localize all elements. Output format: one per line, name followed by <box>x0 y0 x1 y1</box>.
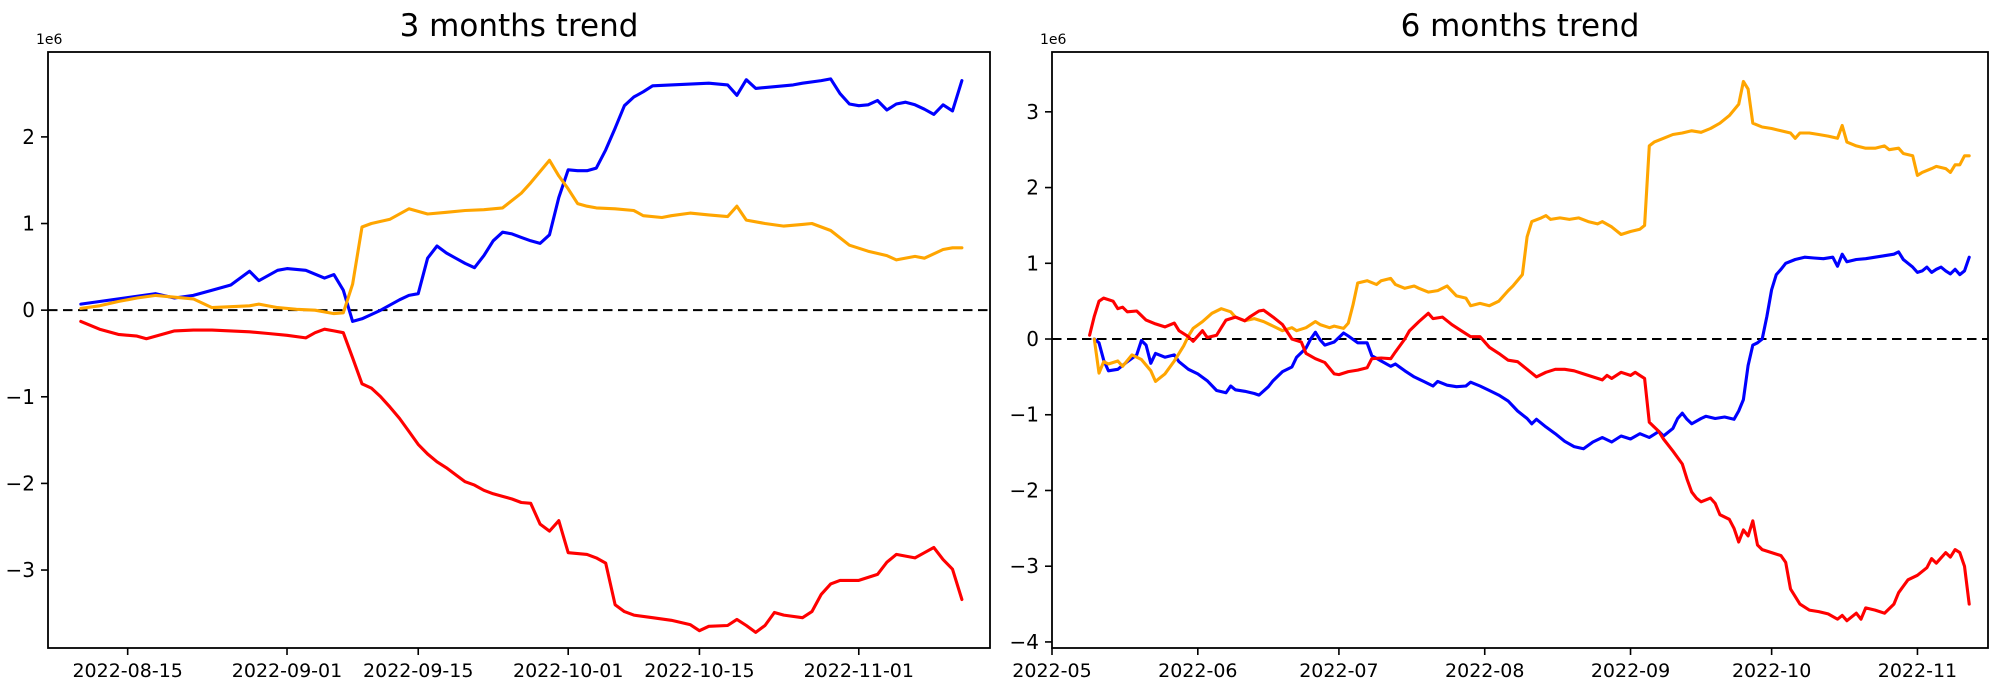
y-tick-label: 2 <box>22 125 35 149</box>
y-tick-label: 3 <box>1026 100 1039 124</box>
chart-title: 6 months trend <box>1401 8 1640 44</box>
y-tick-label: −1 <box>1010 403 1039 427</box>
y-tick-label: −3 <box>6 558 35 582</box>
x-tick-label: 2022-09-15 <box>363 660 473 682</box>
axis-offset-label: 1e6 <box>36 32 63 48</box>
x-tick-label: 2022-10 <box>1732 660 1811 682</box>
x-tick-label: 2022-06 <box>1158 660 1237 682</box>
chart-3-months-trend: 2022-08-15 2022-09-01 2022-09-15 2022-10-01… <box>6 8 991 682</box>
series-line-orange <box>1092 79 1971 383</box>
y-tick-label: −2 <box>6 471 35 495</box>
x-tick-label: 2022-05 <box>1012 660 1091 682</box>
y-tick-label: 0 <box>22 298 35 322</box>
x-tick-label: 2022-10-01 <box>513 660 623 682</box>
chart-title: 3 months trend <box>400 8 639 44</box>
y-tick-label: −2 <box>1010 478 1039 502</box>
axes-spines <box>47 51 991 649</box>
x-tick-label: 2022-08 <box>1445 660 1524 682</box>
x-tick-label: 2022-10-15 <box>644 660 754 682</box>
x-tick-label: 2022-09-01 <box>232 660 342 682</box>
axes-spines <box>1051 51 1989 649</box>
y-tick-label: −1 <box>6 385 35 409</box>
x-tick-label: 2022-09 <box>1591 660 1670 682</box>
series-line-orange <box>79 158 964 316</box>
x-tick-label: 2022-11 <box>1878 660 1957 682</box>
x-tick-label: 2022-07 <box>1299 660 1378 682</box>
x-tick-label: 2022-11-01 <box>804 660 914 682</box>
y-tick-label: 0 <box>1026 327 1039 351</box>
y-tick-label: 1 <box>22 212 35 236</box>
series-line-blue <box>1092 250 1971 451</box>
y-tick-label: 2 <box>1026 176 1039 200</box>
chart-6-months-trend: 2022-05 2022-06 2022-07 2022-08 2022-09 2022-… <box>1010 8 1989 682</box>
series-line-red <box>1088 296 1971 623</box>
x-tick-label: 2022-08-15 <box>72 660 182 682</box>
y-tick-label: −4 <box>1010 630 1039 654</box>
y-tick-label: −3 <box>1010 554 1039 578</box>
y-tick-label: 1 <box>1026 251 1039 275</box>
series-line-red <box>79 319 964 634</box>
axis-offset-label: 1e6 <box>1040 32 1067 48</box>
series-line-blue <box>79 77 964 323</box>
